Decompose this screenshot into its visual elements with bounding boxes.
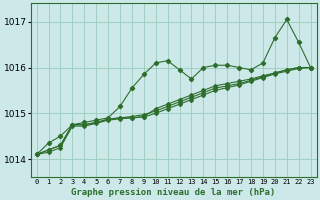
- X-axis label: Graphe pression niveau de la mer (hPa): Graphe pression niveau de la mer (hPa): [71, 188, 276, 197]
